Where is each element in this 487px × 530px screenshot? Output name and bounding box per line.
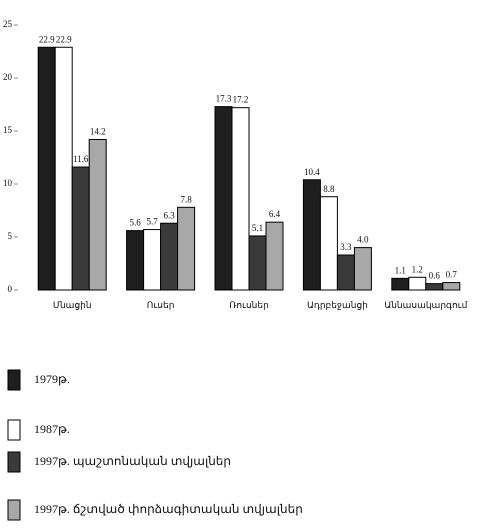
y-tick-label: 20	[3, 72, 13, 82]
x-tick-label: Մնացին	[53, 300, 92, 310]
bar	[336, 254, 355, 291]
bar	[71, 166, 90, 291]
y-tick-label: 10	[3, 178, 13, 188]
value-label: 17.2	[233, 95, 249, 105]
value-label: 22.9	[56, 34, 72, 44]
value-label: 0.7	[446, 270, 458, 280]
legend-swatch	[7, 369, 21, 391]
y-tick-label: 15	[3, 125, 13, 135]
value-label: 10.4	[304, 167, 320, 177]
bar	[319, 196, 338, 291]
legend-label: 1997թ. ճշտված փորձագիտական տվյալներ	[34, 502, 303, 516]
x-tick-label: Ուսեր	[147, 300, 175, 310]
value-label: 1.1	[395, 265, 406, 275]
bar	[177, 206, 196, 291]
y-tick-label: 25	[3, 19, 13, 29]
value-label: 8.8	[323, 184, 335, 194]
bar	[214, 106, 233, 291]
value-label: 5.7	[146, 217, 158, 227]
bar	[408, 276, 427, 291]
value-label: 7.8	[180, 194, 192, 204]
value-label: 4.0	[357, 235, 369, 245]
value-label: 0.6	[429, 271, 441, 281]
x-tick-label: Ռուսներ	[229, 300, 269, 310]
bar	[160, 222, 179, 291]
bar	[126, 230, 145, 291]
bar	[248, 235, 267, 291]
y-tick-label: 0	[8, 284, 13, 294]
value-label: 5.6	[129, 218, 141, 228]
legend-swatch	[7, 419, 21, 441]
value-label: 3.3	[340, 242, 352, 252]
bar	[143, 229, 162, 291]
value-label: 6.4	[269, 209, 281, 219]
legend-label: 1997թ. պաշտոնական տվյալներ	[34, 454, 231, 468]
bar	[54, 46, 73, 291]
value-label: 22.9	[39, 34, 55, 44]
bar	[302, 179, 321, 291]
y-tick-label: 5	[8, 231, 13, 241]
bar	[391, 277, 410, 291]
legend-swatch	[7, 499, 21, 521]
x-tick-label: Աննասակարգում	[384, 300, 467, 310]
legend-swatch	[7, 451, 21, 473]
bar	[231, 107, 250, 291]
bar	[425, 283, 444, 291]
bar	[88, 138, 107, 291]
bar	[37, 46, 56, 291]
legend-label: 1987թ.	[34, 422, 70, 436]
value-label: 1.2	[412, 264, 423, 274]
value-label: 5.1	[252, 223, 263, 233]
bar	[265, 221, 284, 291]
bar	[442, 282, 461, 291]
value-label: 11.6	[73, 154, 89, 164]
x-tick-label: Ադրբեջանցի	[307, 300, 368, 310]
value-label: 17.3	[216, 94, 232, 104]
value-label: 6.3	[163, 210, 175, 220]
bar	[353, 247, 372, 291]
legend-label: 1979թ.	[34, 372, 70, 386]
value-label: 14.2	[90, 127, 106, 137]
